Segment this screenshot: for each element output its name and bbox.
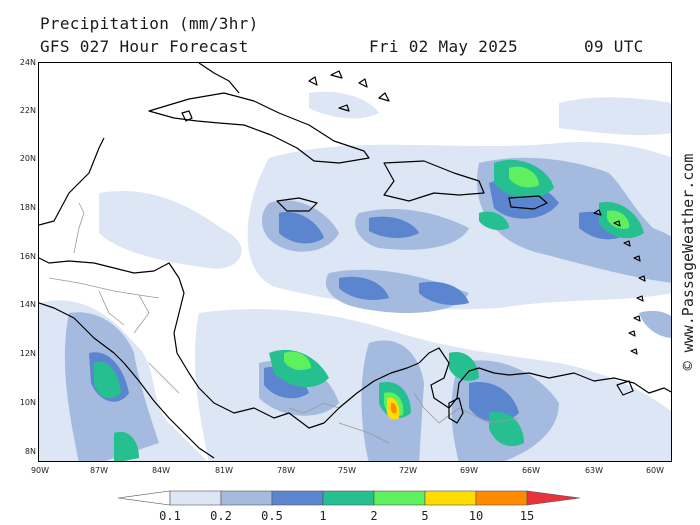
lat-label: 16N <box>19 252 36 261</box>
legend-tick: 2 <box>370 509 378 523</box>
legend-swatch-5 <box>373 490 426 506</box>
lat-label: 12N <box>19 349 36 358</box>
lon-label: 87W <box>89 466 109 475</box>
lon-label: 78W <box>276 466 296 475</box>
forecast-date: Fri 02 May 2025 <box>369 37 518 56</box>
lon-label: 84W <box>151 466 171 475</box>
lon-label: 60W <box>645 466 665 475</box>
legend-swatch-6 <box>424 490 477 506</box>
map-title: Precipitation (mm/3hr) <box>40 14 259 33</box>
map-area <box>38 62 672 462</box>
lat-label: 22N <box>19 106 36 115</box>
forecast-time: 09 UTC <box>584 37 644 56</box>
lon-label: 72W <box>398 466 418 475</box>
lon-label: 66W <box>521 466 541 475</box>
lat-label: 18N <box>19 203 36 212</box>
lat-label: 14N <box>19 300 36 309</box>
legend-swatch-8 <box>526 490 581 506</box>
lon-label: 69W <box>459 466 479 475</box>
lon-label: 90W <box>30 466 50 475</box>
legend-tick: 0.1 <box>159 509 181 523</box>
legend-tick: 10 <box>468 509 484 523</box>
legend-swatch-3 <box>271 490 324 506</box>
legend-swatch-7 <box>475 490 528 506</box>
lat-label: 10N <box>19 398 36 407</box>
legend-swatch-1 <box>169 490 222 506</box>
lon-label: 81W <box>214 466 234 475</box>
lon-label: 75W <box>337 466 357 475</box>
lon-label: 63W <box>584 466 604 475</box>
legend-swatch-0 <box>118 490 171 506</box>
copyright-credit: © www.PassageWeather.com <box>679 153 697 371</box>
legend-tick: 0.2 <box>210 509 232 523</box>
legend-tick: 5 <box>421 509 429 523</box>
legend-tick: 15 <box>519 509 535 523</box>
coastlines <box>39 63 671 459</box>
legend-swatch-4 <box>322 490 375 506</box>
lat-label: 24N <box>19 58 36 67</box>
legend-tick: 1 <box>319 509 327 523</box>
lat-label: 20N <box>19 154 36 163</box>
lat-label: 8N <box>24 447 36 456</box>
precip-legend <box>118 490 581 506</box>
precipitation-map <box>39 63 671 461</box>
precip-heavy <box>386 397 400 420</box>
legend-tick: 0.5 <box>261 509 283 523</box>
forecast-model: GFS 027 Hour Forecast <box>40 37 249 56</box>
legend-swatch-2 <box>220 490 273 506</box>
